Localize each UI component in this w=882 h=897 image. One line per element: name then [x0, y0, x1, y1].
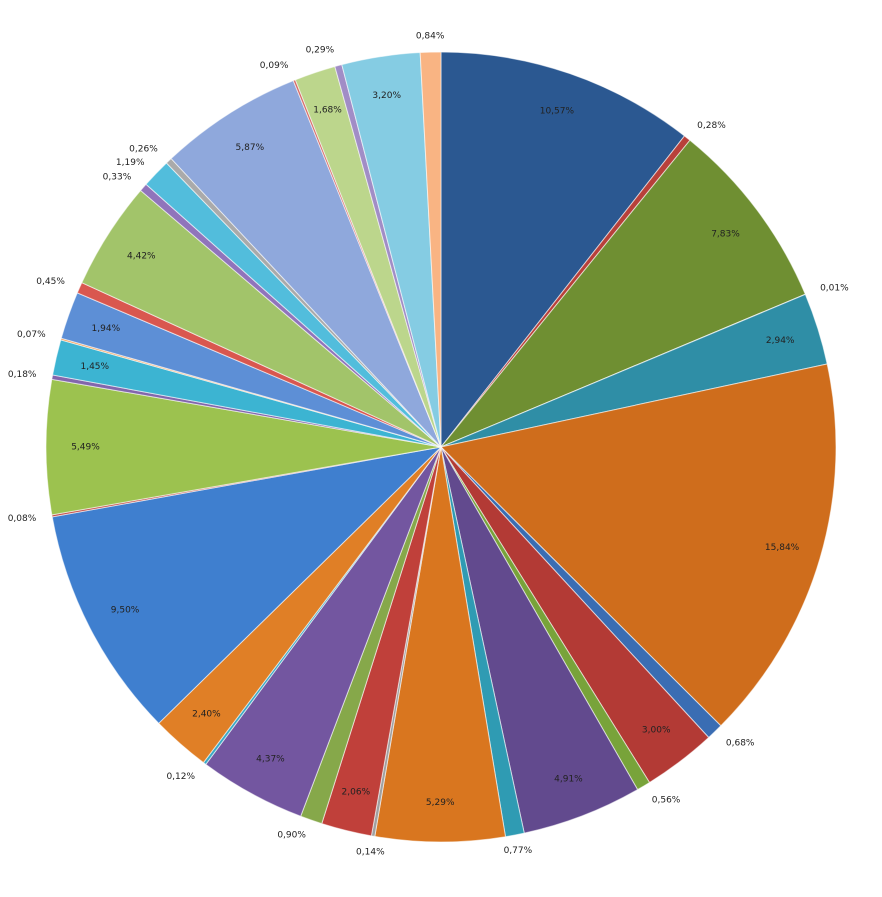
data-label: 2,40% — [192, 710, 221, 720]
data-label: 4,42% — [127, 251, 156, 261]
pie-slice — [440, 139, 806, 448]
data-label: 5,29% — [426, 798, 455, 808]
data-label: 0,26% — [129, 145, 158, 155]
data-label: 0,90% — [277, 831, 306, 841]
data-label: 0,09% — [260, 61, 289, 71]
data-label: 4,91% — [554, 774, 583, 784]
data-label: 2,94% — [766, 336, 795, 346]
data-label: 0,29% — [306, 46, 335, 56]
data-label: 0,28% — [697, 121, 726, 131]
pie-slice — [45, 378, 442, 516]
data-label: 0,07% — [17, 330, 46, 340]
data-label: 0,77% — [504, 846, 533, 856]
data-label: 3,00% — [642, 725, 671, 735]
data-label: 1,94% — [92, 324, 121, 334]
data-label: 0,01% — [820, 284, 849, 294]
data-label: 0,18% — [8, 370, 37, 380]
data-label: 0,56% — [652, 795, 681, 805]
data-label: 0,33% — [103, 172, 132, 182]
data-label: 0,68% — [726, 739, 755, 749]
data-label: 0,08% — [8, 514, 37, 524]
pie-slice — [439, 363, 837, 727]
data-label: 0,45% — [36, 277, 65, 287]
data-label: 1,68% — [313, 106, 342, 116]
data-label: 0,84% — [416, 32, 445, 42]
data-label: 0,12% — [166, 772, 195, 782]
pie-slice — [51, 446, 443, 725]
data-label: 9,50% — [111, 605, 140, 615]
data-label: 1,45% — [80, 362, 109, 372]
data-label: 4,37% — [256, 754, 285, 764]
data-label: 5,49% — [71, 443, 100, 453]
data-label: 10,57% — [540, 106, 575, 116]
data-label: 1,19% — [116, 158, 145, 168]
data-label: 7,83% — [711, 229, 740, 239]
data-label: 0,14% — [356, 847, 385, 857]
pie-slice — [419, 51, 442, 448]
data-label: 5,87% — [236, 143, 265, 153]
data-label: 3,20% — [372, 91, 401, 101]
data-label: 2,06% — [342, 788, 371, 798]
data-label: 15,84% — [765, 543, 800, 553]
pie-slice — [440, 51, 686, 449]
pie-slice — [170, 80, 442, 448]
